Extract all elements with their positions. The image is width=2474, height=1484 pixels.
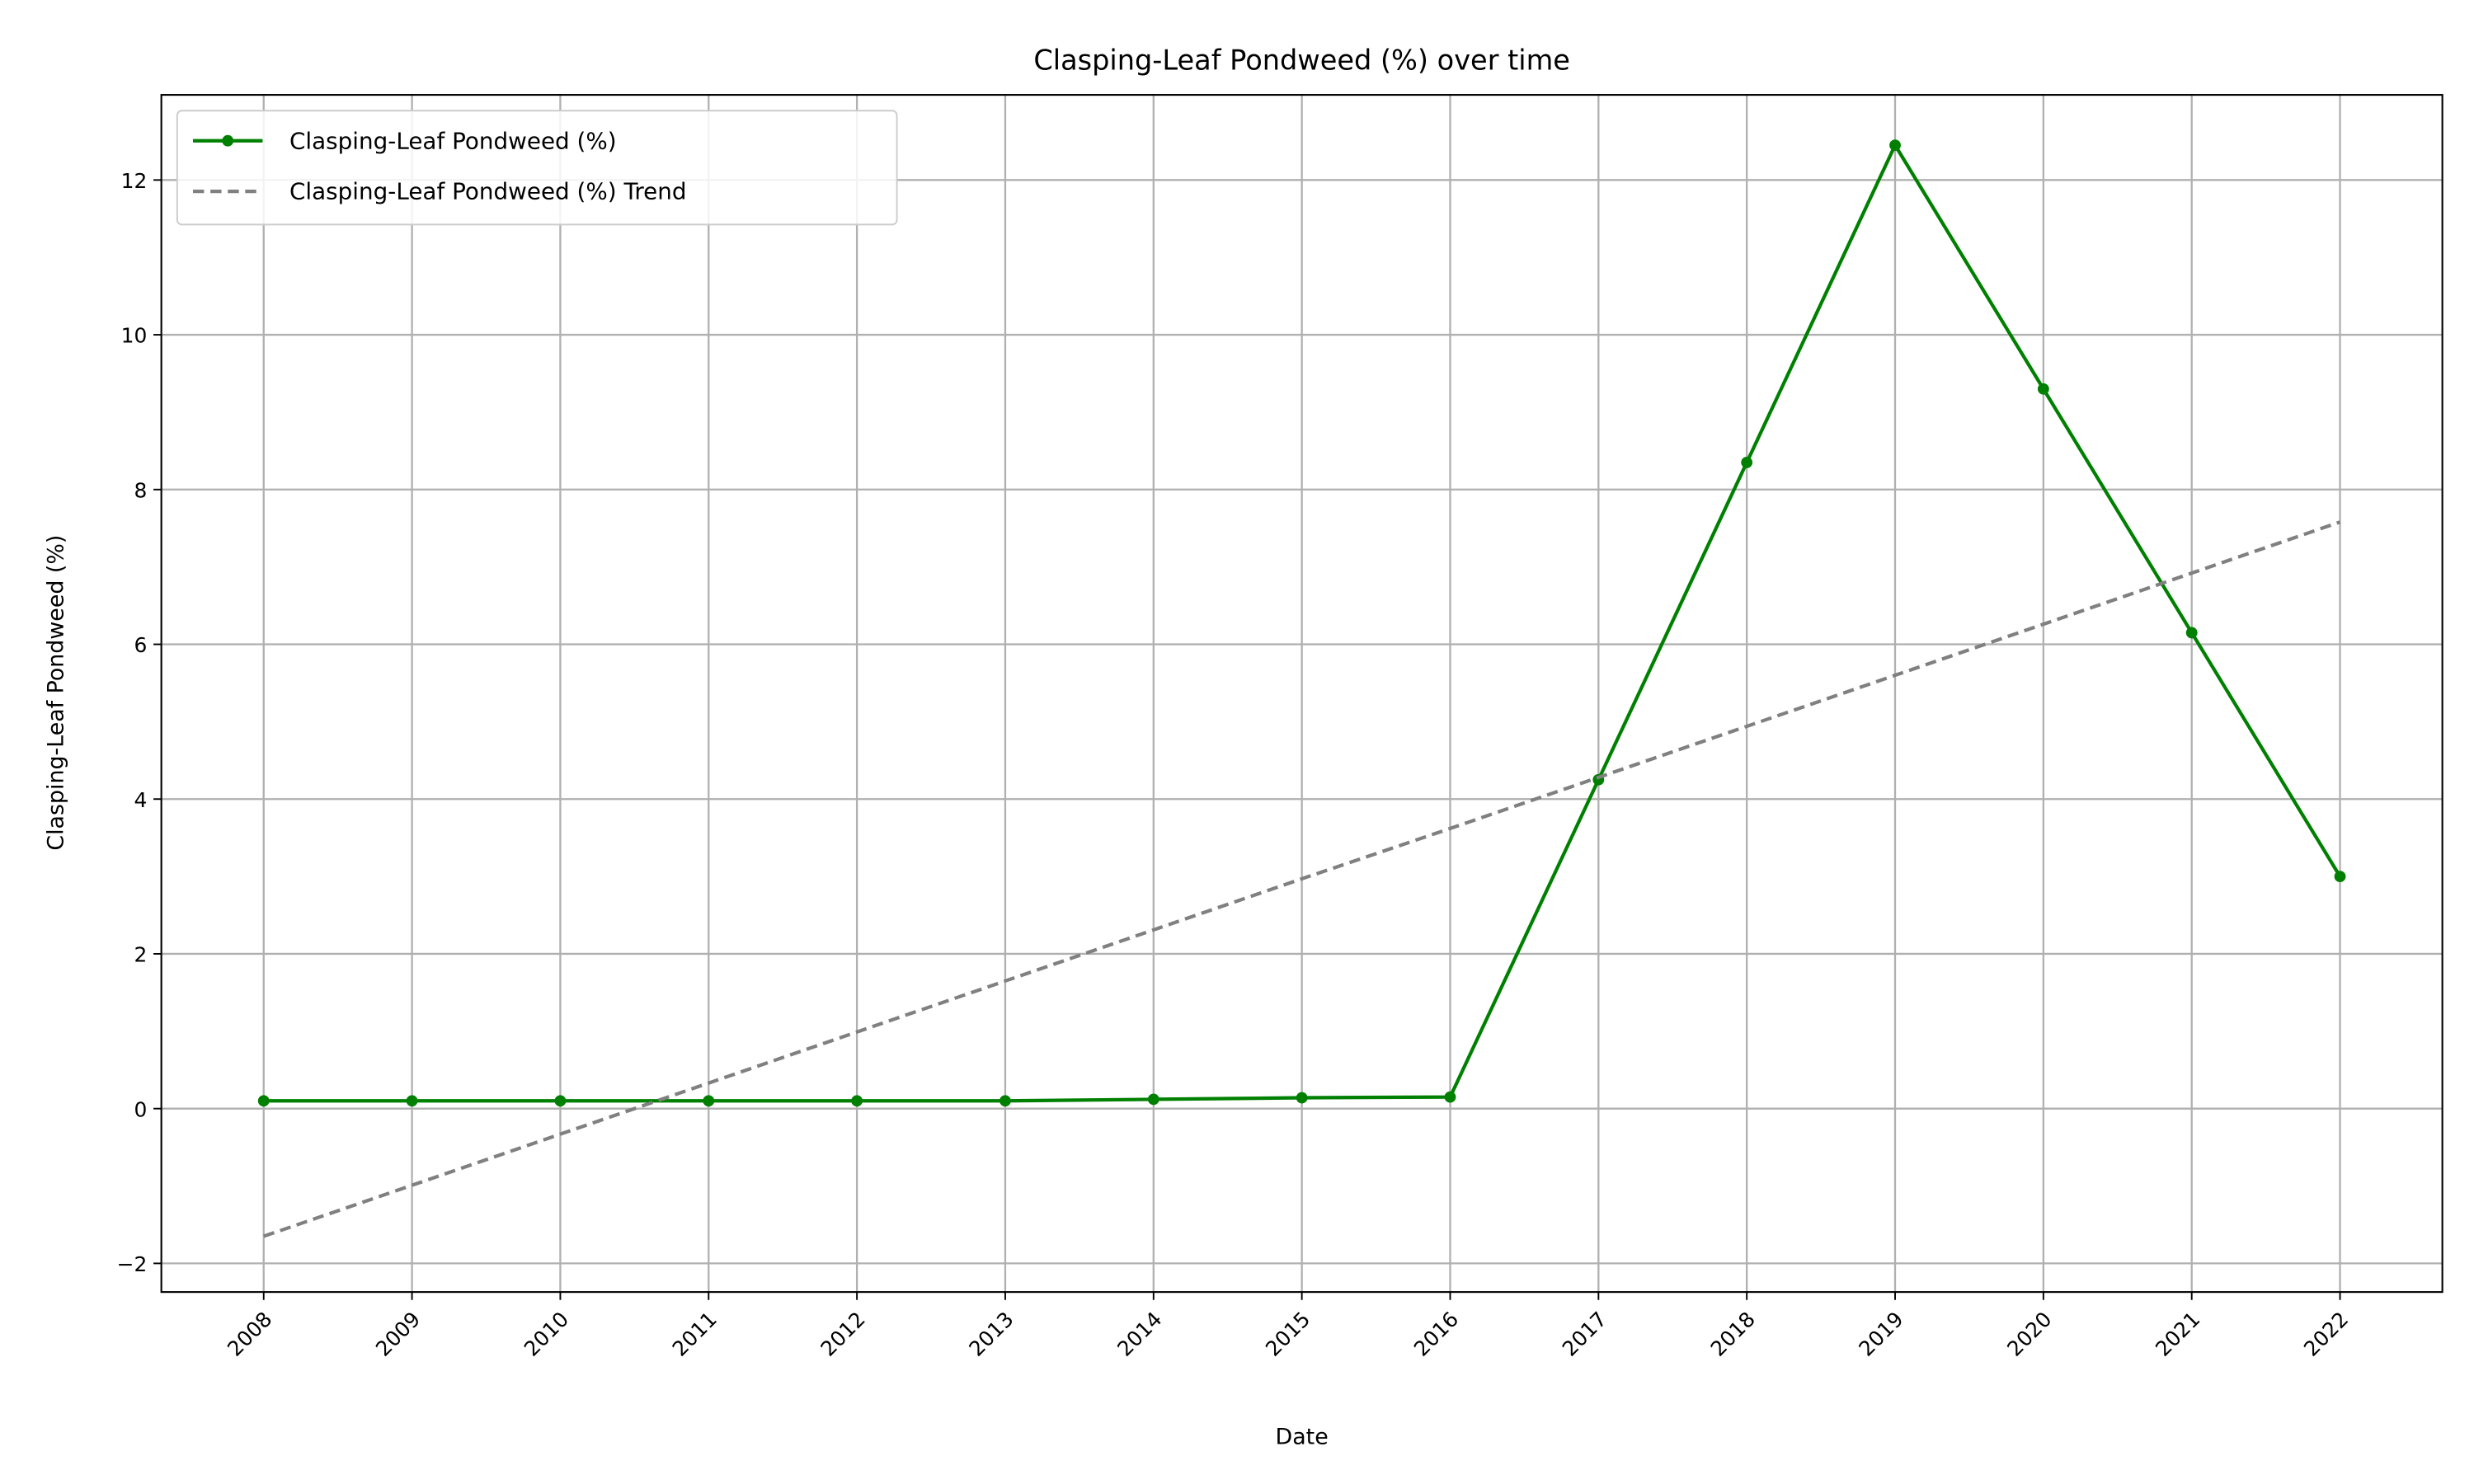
x-tick-label: 2020 bbox=[2002, 1307, 2056, 1360]
legend-box bbox=[176, 110, 898, 226]
x-tick-label: 2015 bbox=[1261, 1307, 1315, 1360]
data-point bbox=[1741, 457, 1753, 468]
y-tick-label: 12 bbox=[121, 169, 148, 193]
y-tick-label: 2 bbox=[134, 943, 148, 967]
x-tick-label: 2014 bbox=[1112, 1307, 1166, 1360]
data-point bbox=[1296, 1092, 1308, 1104]
legend-label: Clasping-Leaf Pondweed (%) bbox=[289, 127, 617, 154]
x-tick-label: 2022 bbox=[2299, 1307, 2353, 1360]
legend-marker bbox=[222, 134, 234, 147]
y-tick-label: 6 bbox=[134, 633, 148, 657]
y-tick-label: 8 bbox=[134, 478, 148, 502]
x-tick-label: 2010 bbox=[520, 1307, 573, 1360]
data-point bbox=[999, 1095, 1011, 1107]
y-tick-label: −2 bbox=[117, 1252, 148, 1276]
data-point bbox=[406, 1095, 418, 1107]
data-point bbox=[2185, 627, 2198, 639]
x-tick-label: 2013 bbox=[964, 1307, 1018, 1360]
data-point bbox=[554, 1095, 567, 1107]
data-point bbox=[1444, 1091, 1456, 1103]
data-point bbox=[851, 1095, 863, 1107]
data-point bbox=[2037, 383, 2049, 395]
data-point bbox=[1889, 139, 1901, 152]
data-point bbox=[703, 1095, 715, 1107]
x-tick-label: 2009 bbox=[371, 1307, 425, 1360]
legend-label: Clasping-Leaf Pondweed (%) Trend bbox=[289, 178, 687, 205]
x-tick-label: 2012 bbox=[816, 1307, 870, 1360]
x-tick-label: 2021 bbox=[2151, 1307, 2204, 1360]
x-tick-label: 2019 bbox=[1854, 1307, 1907, 1360]
series-line bbox=[263, 520, 2341, 1238]
plot-frame bbox=[160, 94, 2443, 1294]
x-tick-label: 2017 bbox=[1558, 1307, 1611, 1360]
x-tick-label: 2018 bbox=[1706, 1307, 1760, 1360]
y-tick-label: 4 bbox=[134, 788, 148, 812]
y-axis-label: Clasping-Leaf Pondweed (%) bbox=[44, 535, 69, 851]
data-point bbox=[257, 1095, 270, 1107]
data-point bbox=[2334, 871, 2346, 883]
y-tick-label: 0 bbox=[134, 1097, 148, 1121]
data-point bbox=[1147, 1093, 1159, 1106]
x-tick-label: 2008 bbox=[223, 1307, 276, 1360]
chart-title: Clasping-Leaf Pondweed (%) over time bbox=[1033, 44, 1570, 76]
x-axis-label: Date bbox=[1276, 1424, 1329, 1449]
y-tick-label: 10 bbox=[121, 324, 148, 348]
x-tick-label: 2016 bbox=[1409, 1307, 1463, 1360]
x-tick-label: 2011 bbox=[668, 1307, 722, 1360]
